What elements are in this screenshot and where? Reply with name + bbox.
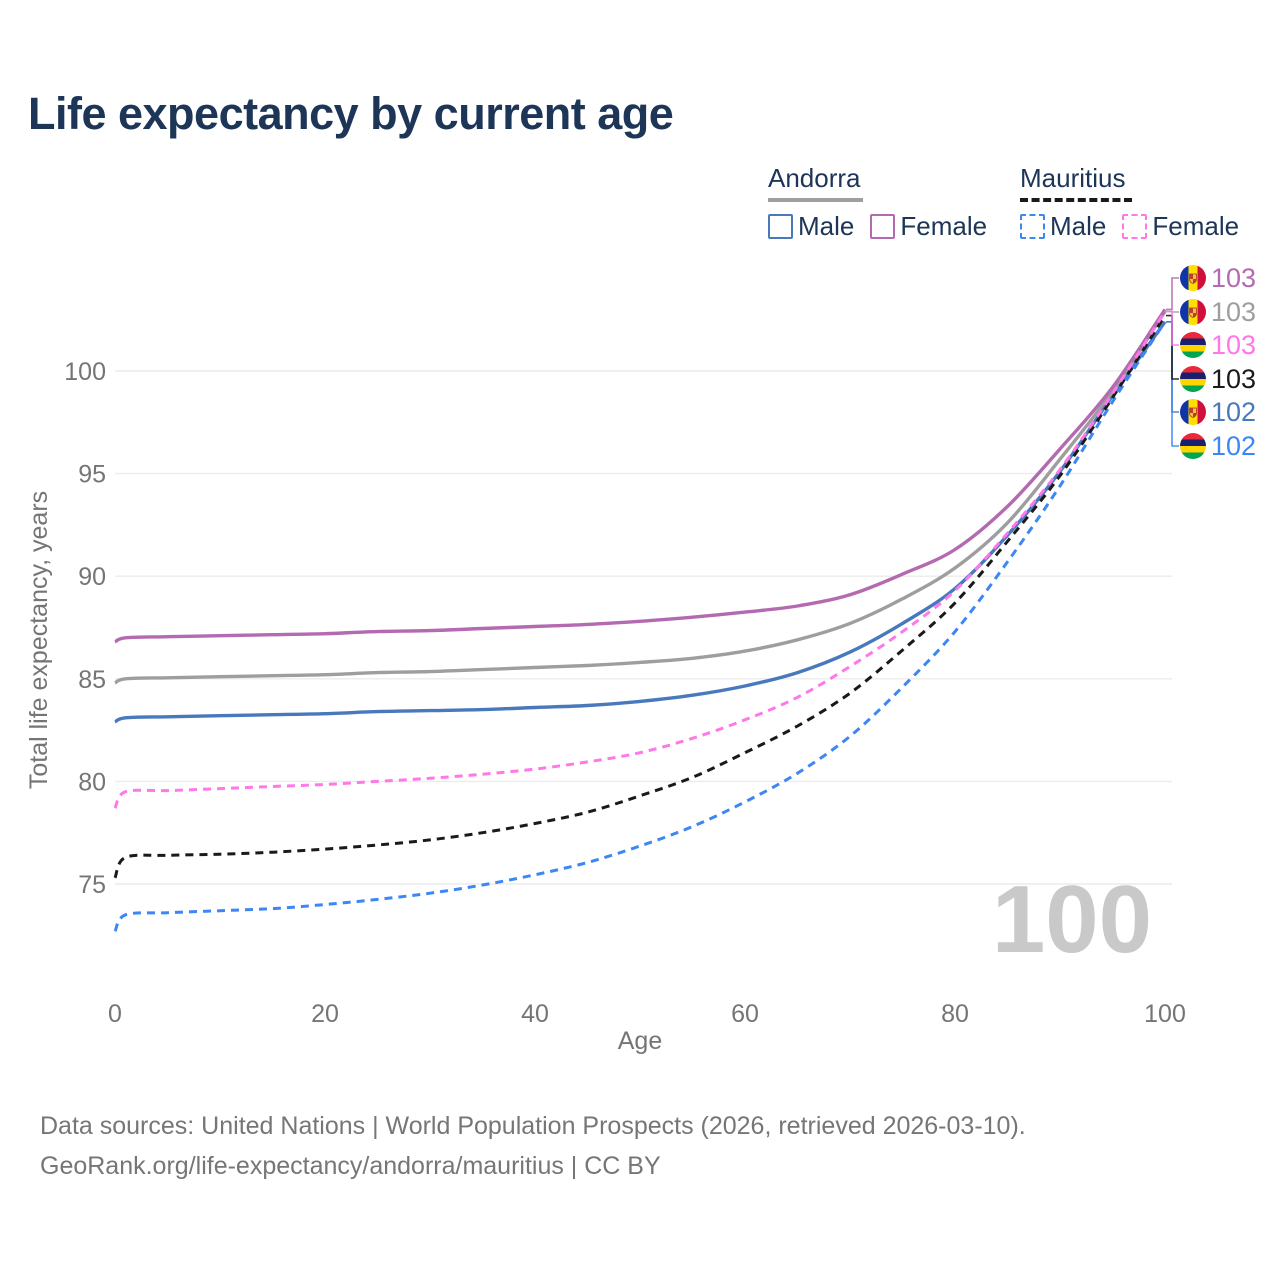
y-tick-label: 100 — [64, 358, 106, 386]
legend-item-andorra-male[interactable]: Male — [768, 211, 854, 242]
page-title: Life expectancy by current age — [28, 88, 674, 139]
legend-item-andorra-female[interactable]: Female — [870, 211, 987, 242]
leader-line-andorra-female — [1166, 277, 1179, 311]
x-tick-label: 60 — [731, 1000, 759, 1028]
y-tick-label: 75 — [78, 871, 106, 899]
series-line-andorra-total — [114, 310, 1167, 685]
legend-item-mauritius-female[interactable]: Female — [1122, 211, 1239, 242]
gridlines — [115, 370, 1172, 885]
end-value-label-andorra-total: 103 — [1211, 297, 1256, 327]
x-axis-title: Age — [618, 1027, 662, 1055]
andorra-flag-icon — [1180, 265, 1206, 291]
end-value-label-mauritius-female: 103 — [1211, 330, 1256, 360]
y-tick-label: 90 — [78, 563, 106, 591]
mauritius-flag-icon — [1180, 433, 1206, 459]
legend-country-andorra[interactable]: Andorra — [768, 163, 861, 193]
legend-underline-andorra-solid-line — [768, 198, 863, 202]
leader-line-mauritius-male — [1166, 321, 1179, 447]
end-value-label-mauritius-total: 103 — [1211, 364, 1256, 394]
footer: Data sources: United Nations | World Pop… — [40, 1106, 1026, 1186]
andorra-flag-icon — [1180, 299, 1206, 325]
age-watermark: 100 — [992, 866, 1152, 973]
leader-line-mauritius-female — [1166, 310, 1179, 346]
legend-label-andorra-male: Male — [798, 211, 855, 241]
x-tick-label: 100 — [1144, 1000, 1186, 1028]
y-tick-label: 80 — [78, 768, 106, 796]
legend-swatch-mauritius-male — [1020, 214, 1045, 239]
series-line-andorra-female — [114, 308, 1167, 644]
andorra-flag-icon — [1180, 399, 1206, 425]
series-line-mauritius-female — [113, 310, 1167, 809]
end-value-label-andorra-male: 102 — [1211, 397, 1256, 427]
footer-attribution: GeoRank.org/life-expectancy/andorra/maur… — [40, 1152, 661, 1180]
series-line-mauritius-total — [113, 314, 1167, 879]
legend-swatch-andorra-male — [768, 214, 793, 239]
end-value-label-mauritius-male: 102 — [1211, 431, 1256, 461]
series-lines — [113, 308, 1167, 933]
mauritius-flag-icon — [1180, 366, 1206, 392]
x-tick-label: 20 — [311, 1000, 339, 1028]
y-axis-title: Total life expectancy, years — [25, 491, 53, 789]
footer-data-sources: Data sources: United Nations | World Pop… — [40, 1112, 1026, 1140]
legend-country-mauritius[interactable]: Mauritius — [1020, 163, 1126, 193]
x-tick-label: 0 — [108, 1000, 122, 1028]
legend-group-andorra: Andorra Male Female — [768, 163, 1003, 242]
mauritius-flag-icon — [1180, 332, 1206, 358]
y-tick-label: 95 — [78, 461, 106, 489]
x-tick-label: 40 — [521, 1000, 549, 1028]
y-tick-labels: 75 80 85 90 95 100 — [64, 358, 106, 899]
legend-item-mauritius-male[interactable]: Male — [1020, 211, 1106, 242]
legend-swatch-andorra-female — [870, 214, 896, 239]
y-tick-label: 85 — [78, 666, 106, 694]
legend-group-mauritius: Mauritius Male Female — [1020, 163, 1255, 242]
legend-label-mauritius-female: Female — [1152, 211, 1240, 241]
end-value-label-andorra-female: 103 — [1211, 263, 1256, 293]
x-tick-label: 80 — [941, 1000, 969, 1028]
legend-swatch-mauritius-female — [1122, 214, 1148, 239]
x-tick-labels: 0 20 40 60 80 100 — [108, 1000, 1186, 1028]
legend-label-andorra-female: Female — [900, 211, 988, 241]
leader-lines — [1166, 277, 1179, 447]
legend-label-mauritius-male: Male — [1050, 211, 1107, 241]
legend-underline-mauritius-dashed-line — [1020, 198, 1132, 202]
series-line-mauritius-male — [113, 320, 1167, 933]
leader-line-mauritius-total — [1166, 314, 1179, 380]
flag-markers — [1180, 265, 1206, 459]
